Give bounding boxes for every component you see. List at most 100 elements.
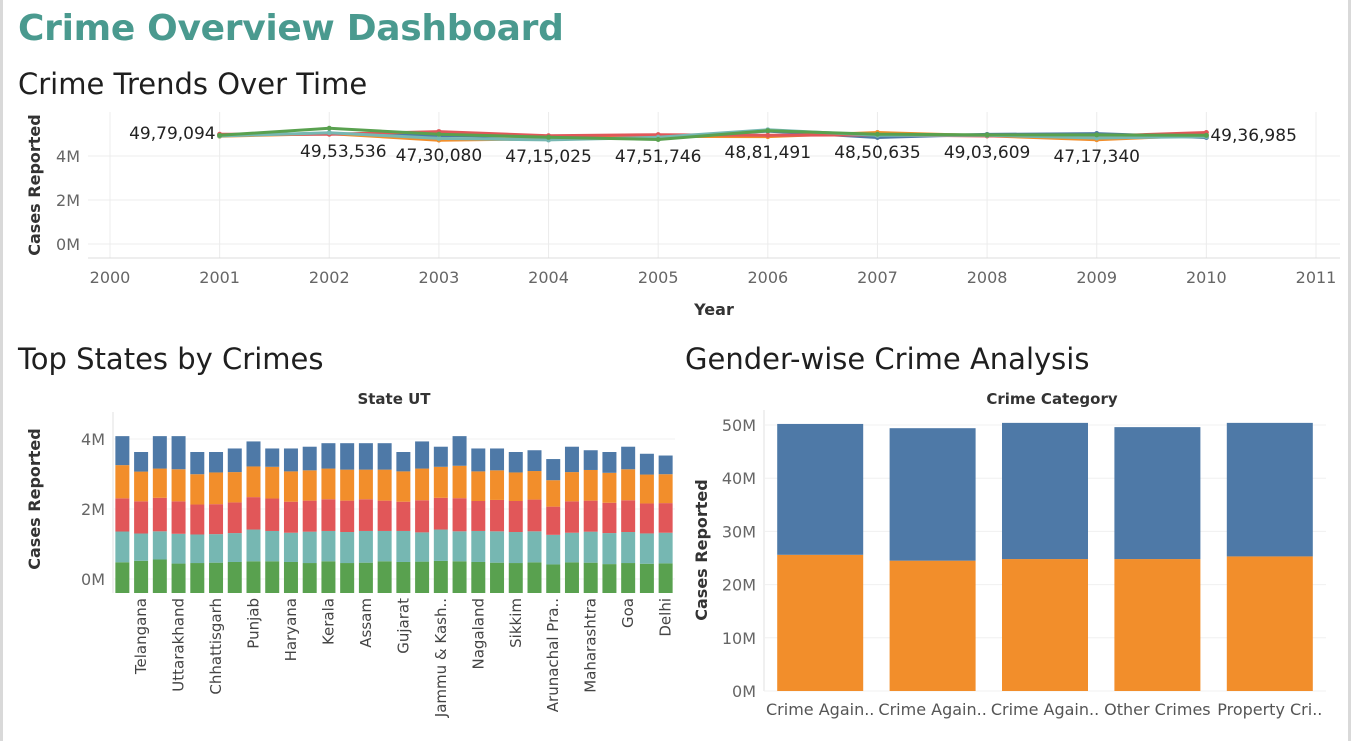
x-axis-title: Year — [693, 300, 734, 319]
x-tick-label: 2008 — [967, 268, 1008, 287]
state-bar-segment — [358, 443, 373, 470]
state-bar-segment — [377, 443, 392, 470]
state-bar-segment — [546, 480, 561, 507]
state-bar-segment — [602, 472, 617, 503]
state-bar-segment — [433, 529, 448, 561]
state-bar-segment — [564, 532, 579, 563]
state-bar-segment — [115, 562, 130, 593]
state-bar-segment — [246, 561, 261, 593]
category-bar-segment — [1002, 422, 1088, 560]
category-bar-segment — [1114, 427, 1201, 560]
state-bar-segment — [190, 534, 205, 564]
x-tick-label: 2000 — [90, 268, 131, 287]
category-label: Other Crimes — [1104, 700, 1210, 719]
state-bar-segment — [190, 504, 205, 535]
state-bar-segment — [134, 533, 149, 561]
states-section-title: Top States by Crimes — [18, 342, 324, 376]
series-point — [765, 132, 771, 138]
state-bar-segment — [452, 561, 467, 593]
y-tick-label: 2M — [56, 191, 80, 210]
state-bar-segment — [527, 531, 542, 563]
x-tick-label: 2007 — [857, 268, 898, 287]
x-tick-label: 2006 — [747, 268, 788, 287]
state-bar-segment — [508, 532, 523, 564]
state-bar-segment — [490, 531, 505, 563]
state-bar-segment — [396, 501, 411, 531]
state-bar-segment — [621, 500, 636, 533]
x-tick-label: 2004 — [528, 268, 569, 287]
state-bar-segment — [209, 534, 224, 563]
state-bar-segment — [134, 560, 149, 593]
state-bar-segment — [658, 474, 673, 504]
state-bar-segment — [602, 452, 617, 473]
state-bar-segment — [527, 499, 542, 532]
state-bar-segment — [283, 561, 298, 593]
state-bar-segment — [283, 532, 298, 562]
state-bar-segment — [152, 531, 167, 560]
state-bar-segment — [621, 563, 636, 593]
state-bar-segment — [471, 530, 486, 562]
state-bar-segment — [115, 436, 130, 466]
state-bar-segment — [209, 472, 224, 505]
data-label: 49,79,094 — [129, 124, 216, 144]
state-bar-segment — [321, 468, 336, 500]
state-bar-segment — [340, 443, 355, 470]
state-bar-segment — [246, 529, 261, 562]
series-point — [546, 134, 552, 140]
state-bar-segment — [433, 560, 448, 593]
state-category-label: Chhattisgarh — [207, 598, 225, 695]
state-bar-segment — [171, 436, 186, 470]
state-bar-segment — [340, 500, 355, 533]
state-bar-segment — [546, 534, 561, 565]
y-tick-label: 50M — [722, 416, 756, 435]
state-bar-segment — [377, 500, 392, 531]
data-label: 47,15,025 — [505, 147, 592, 167]
state-bar-segment — [508, 563, 523, 593]
state-bar-segment — [340, 563, 355, 593]
category-label: Property Cri.. — [1217, 700, 1322, 719]
state-bar-segment — [265, 561, 280, 593]
x-tick-label: 2005 — [638, 268, 679, 287]
dashboard-right-border — [1348, 0, 1351, 741]
state-category-label: Telangana — [132, 598, 150, 675]
state-bar-segment — [452, 465, 467, 499]
series-point — [765, 128, 771, 134]
state-bar-segment — [396, 530, 411, 562]
state-bar-segment — [452, 498, 467, 532]
data-label: 47,51,746 — [615, 147, 702, 167]
series-point — [217, 132, 223, 138]
state-bar-segment — [302, 500, 317, 532]
crime-trends-line-chart[interactable]: 2000 2001 2002 2003 2004 2005 2006 2007 2008 2009… — [0, 0, 1351, 330]
state-category-label: Uttarakhand — [170, 598, 188, 692]
state-bar-segment — [658, 532, 673, 564]
state-bar-segment — [396, 561, 411, 593]
state-bar-segment — [583, 500, 598, 532]
state-bar-segment — [209, 452, 224, 473]
state-bar-segment — [639, 563, 654, 593]
state-category-label: Haryana — [282, 598, 300, 661]
state-category-label: Punjab — [245, 598, 263, 649]
y-axis-title: Cases Reported — [692, 479, 711, 620]
state-bar-segment — [433, 446, 448, 467]
state-bar-segment — [546, 459, 561, 481]
state-category-label: Sikkim — [507, 598, 525, 648]
data-label: 47,17,340 — [1053, 147, 1140, 167]
state-bar-segment — [621, 469, 636, 501]
series-point — [1203, 132, 1209, 138]
state-bar-segment — [340, 532, 355, 564]
top-states-stacked-bar-chart[interactable]: State UT 0M 2M 4M Cases Reported Telangana Utt… — [0, 0, 680, 741]
state-bar-segment — [490, 470, 505, 500]
state-bar-segment — [321, 443, 336, 469]
data-label: 49,36,985 — [1210, 126, 1297, 146]
state-bar-segment — [190, 474, 205, 505]
state-bar-segment — [377, 561, 392, 593]
state-bar-segment — [527, 450, 542, 472]
data-label: 49,03,609 — [944, 143, 1031, 163]
state-bar-segment — [490, 499, 505, 532]
state-bar-segment — [265, 448, 280, 467]
state-category-label: Delhi — [657, 598, 675, 637]
series-line-4 — [219, 128, 1207, 142]
data-label: 47,30,080 — [396, 146, 483, 166]
state-bar-segment — [471, 500, 486, 531]
